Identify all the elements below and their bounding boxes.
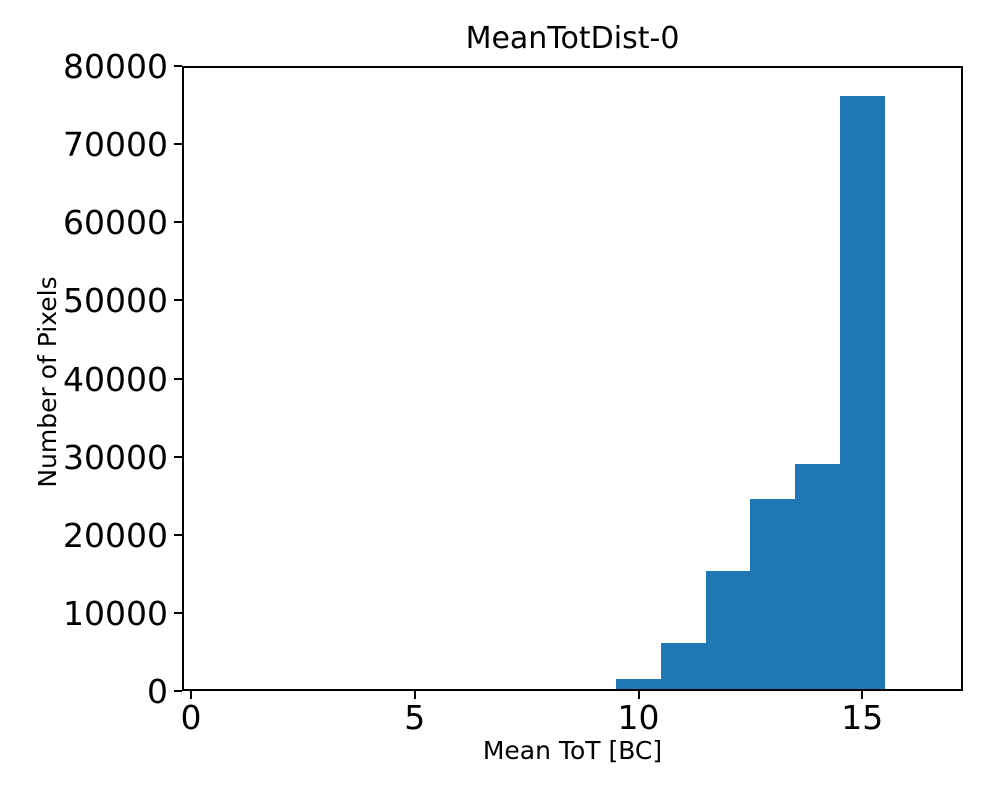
y-tick-mark — [174, 533, 182, 536]
x-tick-label: 0 — [180, 698, 202, 737]
y-tick-mark — [174, 455, 182, 458]
y-tick-label: 50000 — [63, 281, 168, 321]
chart-title: MeanTotDist-0 — [465, 21, 680, 56]
y-tick-label: 20000 — [63, 515, 168, 555]
y-tick-label: 70000 — [63, 125, 168, 165]
y-tick-label: 30000 — [63, 437, 168, 477]
x-tick-mark — [861, 691, 864, 699]
x-tick-mark — [189, 691, 192, 699]
histogram-bar — [795, 463, 840, 691]
y-tick-mark — [174, 221, 182, 224]
y-tick-label: 80000 — [63, 47, 168, 86]
x-tick-label: 10 — [617, 698, 660, 737]
histogram-bar — [616, 678, 661, 691]
y-tick-mark — [174, 299, 182, 302]
x-axis-label: Mean ToT [BC] — [482, 736, 663, 765]
x-tick-label: 15 — [841, 698, 884, 737]
y-tick-mark — [174, 143, 182, 146]
y-tick-label: 10000 — [63, 593, 168, 633]
histogram-bar — [660, 642, 706, 691]
histogram-bar — [571, 688, 617, 691]
y-tick-mark — [174, 611, 182, 614]
x-tick-label: 5 — [404, 698, 426, 737]
histogram-bar — [750, 498, 796, 691]
x-tick-mark — [413, 691, 416, 699]
y-tick-mark — [174, 690, 182, 692]
x-tick-mark — [637, 691, 640, 699]
y-tick-mark — [174, 65, 182, 67]
histogram-bar — [705, 571, 751, 691]
y-tick-mark — [174, 377, 182, 380]
y-tick-label: 0 — [147, 672, 168, 711]
histogram-bar — [839, 96, 885, 691]
y-tick-label: 60000 — [63, 203, 168, 243]
y-tick-label: 40000 — [63, 359, 168, 399]
